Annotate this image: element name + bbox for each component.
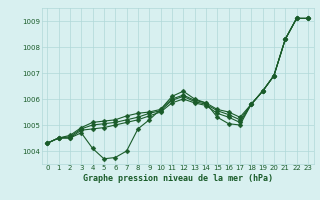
X-axis label: Graphe pression niveau de la mer (hPa): Graphe pression niveau de la mer (hPa): [83, 174, 273, 183]
